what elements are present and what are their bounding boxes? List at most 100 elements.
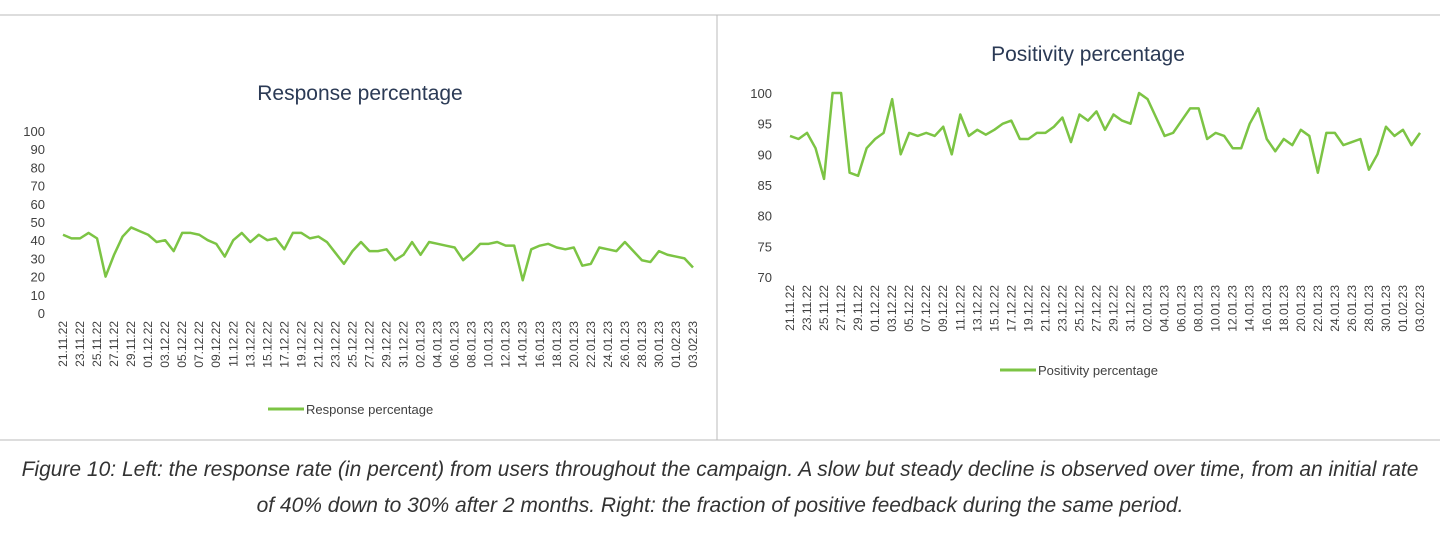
caption: Figure 10: Left: the response rate (in p… [21, 458, 1419, 517]
x-tick-label: 14.01.23 [1243, 285, 1257, 332]
x-tick-label: 29.12.22 [1107, 285, 1121, 332]
x-tick-label: 29.11.22 [124, 321, 138, 367]
data-line [62, 226, 694, 282]
x-tick-label: 14.01.23 [516, 321, 530, 368]
x-tick-label: 27.12.22 [362, 321, 376, 368]
x-tick-label: 24.01.23 [601, 321, 615, 368]
x-tick-label: 31.12.22 [1124, 285, 1138, 332]
x-tick-label: 01.12.22 [868, 285, 882, 332]
x-tick-label: 15.12.22 [260, 321, 274, 368]
x-tick-label: 08.01.23 [465, 321, 479, 368]
x-tick-label: 11.12.22 [226, 321, 240, 367]
legend-label: Positivity percentage [1038, 363, 1158, 378]
x-tick-label: 26.01.23 [1345, 285, 1359, 332]
x-tick-label: 09.12.22 [209, 321, 223, 368]
x-tick-label: 01.12.22 [141, 321, 155, 368]
x-tick-label: 12.01.23 [1226, 285, 1240, 332]
x-tick-label: 20.01.23 [567, 321, 581, 368]
x-tick-label: 19.12.22 [294, 321, 308, 368]
y-tick-label: 100 [23, 124, 45, 139]
x-tick-label: 30.01.23 [652, 321, 666, 368]
x-tick-label: 30.01.23 [1379, 285, 1393, 332]
x-tick-label: 03.12.22 [158, 321, 172, 368]
x-tick-label: 01.02.23 [1396, 285, 1410, 332]
x-tick-label: 09.12.22 [936, 285, 950, 332]
x-tick-label: 25.12.22 [345, 321, 359, 368]
x-tick-label: 19.12.22 [1021, 285, 1035, 332]
y-tick-label: 50 [31, 215, 45, 230]
data-line [789, 91, 1422, 181]
x-tick-label: 25.11.22 [90, 321, 104, 367]
x-tick-label: 05.12.22 [902, 285, 916, 332]
x-tick-label: 03.02.23 [686, 321, 700, 368]
y-tick-label: 95 [758, 117, 772, 132]
x-tick-label: 27.12.22 [1089, 285, 1103, 332]
chart-title: Positivity percentage [991, 43, 1185, 66]
x-tick-label: 20.01.23 [1294, 285, 1308, 332]
x-tick-label: 02.01.23 [414, 321, 428, 368]
x-tick-label: 06.01.23 [448, 321, 462, 368]
x-tick-label: 16.01.23 [533, 321, 547, 368]
x-tick-label: 23.12.22 [1055, 285, 1069, 332]
x-tick-label: 11.12.22 [953, 285, 967, 331]
x-tick-label: 21.11.22 [56, 321, 70, 367]
x-tick-label: 28.01.23 [635, 321, 649, 368]
x-tick-label: 29.12.22 [380, 321, 394, 368]
x-tick-label: 15.12.22 [987, 285, 1001, 332]
x-tick-label: 08.01.23 [1192, 285, 1206, 332]
x-tick-label: 10.01.23 [1209, 285, 1223, 332]
y-tick-label: 75 [758, 239, 772, 254]
x-tick-label: 21.12.22 [1038, 285, 1052, 332]
x-tick-label: 07.12.22 [919, 285, 933, 332]
x-tick-label: 25.11.22 [817, 285, 831, 331]
x-tick-label: 17.12.22 [277, 321, 291, 368]
x-tick-label: 25.12.22 [1072, 285, 1086, 332]
x-tick-label: 18.01.23 [550, 321, 564, 368]
x-tick-label: 13.12.22 [243, 321, 257, 368]
x-tick-label: 29.11.22 [851, 285, 865, 331]
x-tick-label: 04.01.23 [1158, 285, 1172, 332]
y-tick-label: 70 [758, 270, 772, 285]
y-tick-label: 90 [31, 142, 45, 157]
x-tick-label: 13.12.22 [970, 285, 984, 332]
x-tick-label: 03.02.23 [1413, 285, 1427, 332]
x-tick-label: 22.01.23 [584, 321, 598, 368]
x-tick-label: 02.01.23 [1141, 285, 1155, 332]
y-tick-label: 85 [758, 178, 772, 193]
y-tick-label: 0 [38, 306, 45, 321]
chart-title: Response percentage [257, 82, 462, 105]
y-tick-label: 10 [31, 288, 45, 303]
x-tick-label: 28.01.23 [1362, 285, 1376, 332]
x-tick-label: 24.01.23 [1328, 285, 1342, 332]
x-tick-label: 26.01.23 [618, 321, 632, 368]
y-tick-label: 100 [750, 86, 772, 101]
x-tick-label: 27.11.22 [834, 285, 848, 331]
x-tick-label: 21.12.22 [311, 321, 325, 368]
x-tick-label: 27.11.22 [107, 321, 121, 367]
x-tick-label: 05.12.22 [175, 321, 189, 368]
y-tick-label: 90 [758, 147, 772, 162]
x-tick-label: 18.01.23 [1277, 285, 1291, 332]
x-tick-label: 03.12.22 [885, 285, 899, 332]
x-tick-label: 23.11.22 [73, 321, 87, 367]
x-tick-label: 12.01.23 [499, 321, 513, 368]
legend-label: Response percentage [306, 402, 433, 417]
x-tick-label: 22.01.23 [1311, 285, 1325, 332]
x-tick-label: 10.01.23 [482, 321, 496, 368]
x-tick-label: 17.12.22 [1004, 285, 1018, 332]
x-tick-label: 23.12.22 [328, 321, 342, 368]
y-tick-label: 40 [31, 233, 45, 248]
y-tick-label: 60 [31, 197, 45, 212]
y-tick-label: 80 [31, 160, 45, 175]
y-tick-label: 30 [31, 251, 45, 266]
y-tick-label: 70 [31, 179, 45, 194]
y-tick-label: 20 [31, 270, 45, 285]
x-tick-label: 04.01.23 [431, 321, 445, 368]
x-tick-label: 23.11.22 [800, 285, 814, 331]
x-tick-label: 06.01.23 [1175, 285, 1189, 332]
x-tick-label: 31.12.22 [397, 321, 411, 368]
x-tick-label: 01.02.23 [669, 321, 683, 368]
x-tick-label: 07.12.22 [192, 321, 206, 368]
